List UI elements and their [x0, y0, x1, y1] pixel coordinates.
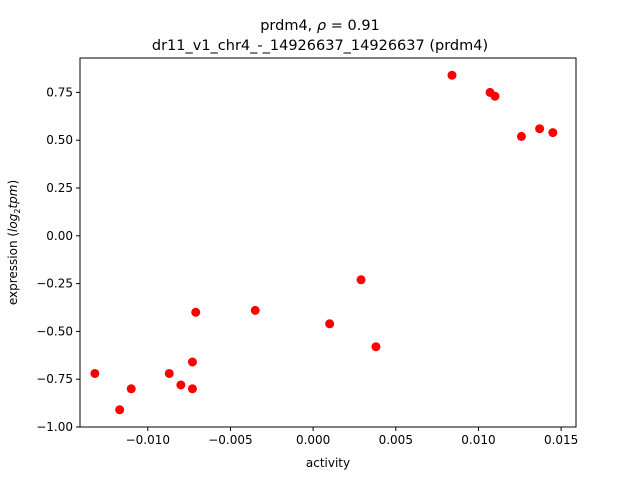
data-point	[115, 405, 125, 415]
x-tick-label: −0.005	[208, 433, 252, 447]
y-tick-label: 0.75	[46, 85, 73, 99]
x-tick-label: 0.010	[461, 433, 495, 447]
y-tick-label: 0.50	[46, 133, 73, 147]
data-point	[548, 128, 558, 138]
y-tick-label: 0.25	[46, 181, 73, 195]
data-point	[447, 70, 457, 80]
chart-title-line1: prdm4, ρ = 0.91	[260, 18, 380, 34]
data-point	[187, 357, 197, 367]
data-point	[356, 275, 366, 285]
x-axis-label: activity	[306, 456, 350, 470]
y-axis-label: expression (log2tpm)	[6, 180, 22, 305]
plot-area: −0.010 −0.005 0.000 0.005 0.010 0.015 −1.00 −0…	[36, 57, 578, 447]
data-point	[490, 91, 500, 101]
y-axis-ticks: −1.00 −0.75 −0.50 −0.25 0.00 0.25 0.50 0.75	[36, 85, 80, 434]
x-tick-label: 0.015	[544, 433, 578, 447]
y-tick-label: −0.25	[36, 277, 73, 291]
data-point	[371, 342, 381, 352]
y-tick-label: −1.00	[36, 420, 73, 434]
data-point	[535, 124, 545, 134]
chart-title-rho: ρ	[317, 18, 327, 34]
y-label-prefix: expression (	[6, 232, 20, 305]
y-tick-label: 0.00	[46, 229, 73, 243]
y-label-tpm: tpm	[6, 185, 20, 209]
x-tick-label: 0.000	[296, 433, 330, 447]
x-axis-ticks: −0.010 −0.005 0.000 0.005 0.010 0.015	[126, 427, 578, 447]
data-point	[191, 307, 201, 317]
data-point	[164, 368, 174, 378]
data-point	[516, 131, 526, 141]
data-points	[90, 70, 558, 415]
y-tick-label: −0.75	[36, 372, 73, 386]
data-point	[187, 384, 197, 394]
y-tick-label: −0.50	[36, 324, 73, 338]
data-point	[90, 368, 100, 378]
x-tick-label: −0.010	[126, 433, 170, 447]
y-label-suffix: )	[6, 180, 20, 185]
chart-title-line2: dr11_v1_chr4_-_14926637_14926637 (prdm4)	[152, 38, 488, 54]
y-label-sub: 2	[13, 209, 22, 214]
data-point	[176, 380, 186, 390]
y-label-log: log	[6, 213, 20, 232]
chart-title-suffix: = 0.91	[326, 18, 380, 34]
data-point	[325, 319, 335, 329]
chart-title-prefix: prdm4,	[260, 18, 317, 34]
plot-frame	[79, 57, 577, 428]
data-point	[250, 305, 260, 315]
data-point	[126, 384, 136, 394]
x-tick-label: 0.005	[379, 433, 413, 447]
